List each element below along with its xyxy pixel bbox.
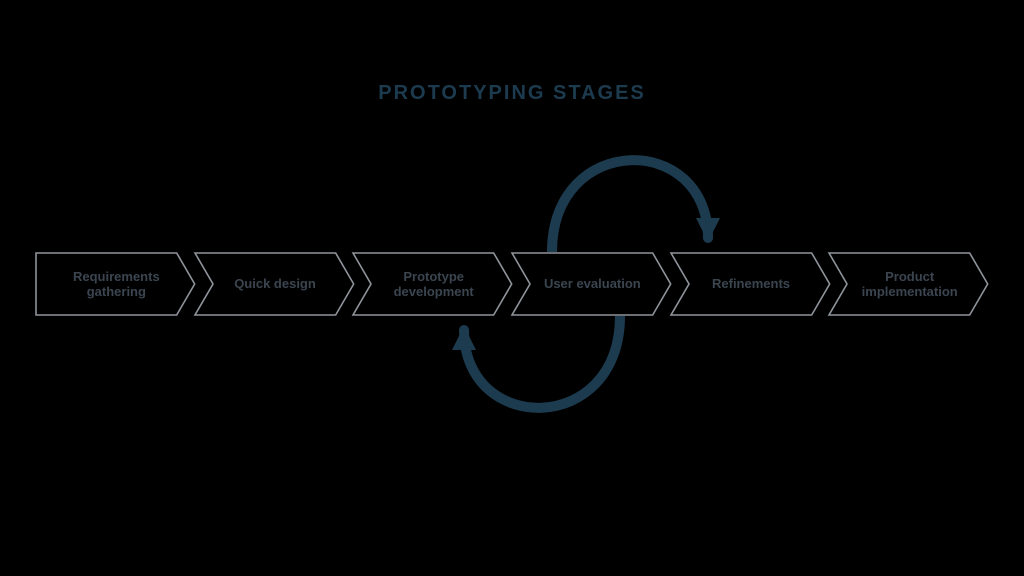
stage-label: Prototype development	[353, 253, 512, 315]
stage-chevron: Prototype development	[353, 253, 512, 315]
stage-label: Requirements gathering	[36, 253, 195, 315]
stage-chevron: Product implementation	[829, 253, 988, 315]
stage-chevron: Requirements gathering	[36, 253, 195, 315]
title-text: PROTOTYPING STAGES	[378, 82, 646, 104]
stage-chevron: User evaluation	[512, 253, 671, 315]
loop-arc-bottom	[442, 316, 642, 420]
stage-chevron: Quick design	[195, 253, 354, 315]
loop-arc-top	[530, 148, 730, 252]
diagram-canvas: PROTOTYPING STAGES Requirements gatherin…	[0, 0, 1024, 576]
stage-label: Refinements	[671, 253, 830, 315]
stage-chevron: Refinements	[671, 253, 830, 315]
stage-label: Quick design	[195, 253, 354, 315]
stage-label: Product implementation	[829, 253, 988, 315]
stages-row: Requirements gatheringQuick designProtot…	[36, 253, 988, 315]
stage-label: User evaluation	[512, 253, 671, 315]
diagram-title: PROTOTYPING STAGES	[0, 82, 1024, 105]
